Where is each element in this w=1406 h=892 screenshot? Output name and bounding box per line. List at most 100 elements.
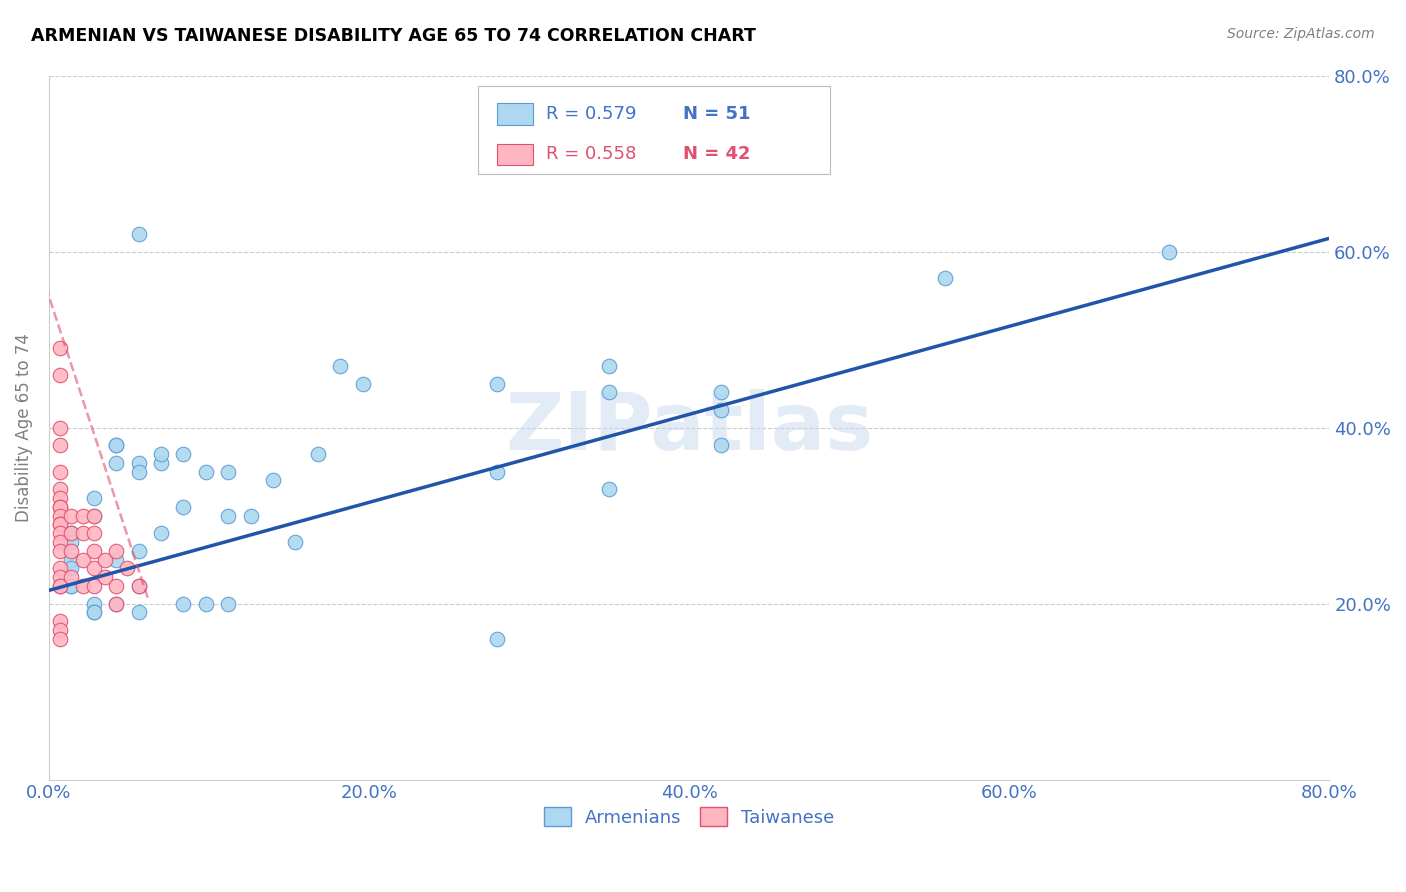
Point bbox=[217, 465, 239, 479]
Point bbox=[105, 456, 128, 470]
Point bbox=[49, 465, 72, 479]
Point bbox=[72, 579, 94, 593]
Text: N = 42: N = 42 bbox=[683, 145, 751, 163]
Point bbox=[83, 543, 105, 558]
Point bbox=[49, 420, 72, 434]
Point bbox=[128, 465, 150, 479]
Point bbox=[128, 579, 150, 593]
Point bbox=[105, 543, 128, 558]
Point bbox=[60, 543, 83, 558]
Point bbox=[217, 508, 239, 523]
Point bbox=[1159, 244, 1181, 259]
Point bbox=[172, 500, 194, 514]
Point bbox=[105, 597, 128, 611]
Point bbox=[352, 376, 374, 391]
Point bbox=[49, 561, 72, 575]
Point bbox=[105, 579, 128, 593]
Point bbox=[105, 597, 128, 611]
Point bbox=[49, 632, 72, 646]
Point bbox=[307, 447, 329, 461]
FancyBboxPatch shape bbox=[478, 87, 830, 174]
Point bbox=[172, 447, 194, 461]
Point bbox=[194, 465, 217, 479]
Point bbox=[83, 561, 105, 575]
Text: Source: ZipAtlas.com: Source: ZipAtlas.com bbox=[1227, 27, 1375, 41]
Point bbox=[60, 570, 83, 584]
Text: ZIPatlas: ZIPatlas bbox=[505, 389, 873, 467]
Point bbox=[710, 385, 733, 400]
Point bbox=[60, 579, 83, 593]
Point bbox=[598, 385, 620, 400]
Point bbox=[60, 552, 83, 566]
Point bbox=[194, 597, 217, 611]
Point bbox=[72, 526, 94, 541]
Point bbox=[128, 579, 150, 593]
Point bbox=[486, 465, 509, 479]
Point bbox=[49, 526, 72, 541]
Point bbox=[329, 359, 352, 373]
Point bbox=[128, 456, 150, 470]
Text: R = 0.558: R = 0.558 bbox=[546, 145, 636, 163]
Point bbox=[934, 271, 956, 285]
Point bbox=[83, 597, 105, 611]
Point bbox=[49, 579, 72, 593]
Point bbox=[117, 561, 139, 575]
Point bbox=[128, 227, 150, 241]
Point bbox=[105, 438, 128, 452]
Text: R = 0.579: R = 0.579 bbox=[546, 105, 637, 123]
Point bbox=[60, 526, 83, 541]
Point bbox=[49, 500, 72, 514]
Text: N = 51: N = 51 bbox=[683, 105, 751, 123]
Point bbox=[49, 517, 72, 532]
Point bbox=[49, 614, 72, 628]
Point bbox=[105, 552, 128, 566]
Text: ARMENIAN VS TAIWANESE DISABILITY AGE 65 TO 74 CORRELATION CHART: ARMENIAN VS TAIWANESE DISABILITY AGE 65 … bbox=[31, 27, 756, 45]
Point bbox=[72, 508, 94, 523]
Point bbox=[150, 526, 173, 541]
Point bbox=[83, 508, 105, 523]
Point bbox=[710, 403, 733, 417]
Legend: Armenians, Taiwanese: Armenians, Taiwanese bbox=[537, 800, 842, 834]
Point bbox=[172, 597, 194, 611]
Point bbox=[60, 508, 83, 523]
Bar bbox=[498, 144, 533, 165]
Point bbox=[128, 606, 150, 620]
Point bbox=[60, 526, 83, 541]
Point bbox=[710, 438, 733, 452]
Point bbox=[49, 482, 72, 496]
Point bbox=[49, 508, 72, 523]
Bar bbox=[498, 103, 533, 125]
Point bbox=[83, 508, 105, 523]
Point bbox=[60, 535, 83, 549]
Point bbox=[60, 561, 83, 575]
Point bbox=[94, 570, 117, 584]
Point bbox=[83, 526, 105, 541]
Y-axis label: Disability Age 65 to 74: Disability Age 65 to 74 bbox=[15, 333, 32, 522]
Point bbox=[49, 517, 72, 532]
Point bbox=[105, 438, 128, 452]
Point bbox=[217, 597, 239, 611]
Point bbox=[49, 535, 72, 549]
Point bbox=[49, 579, 72, 593]
Point bbox=[49, 500, 72, 514]
Point bbox=[486, 632, 509, 646]
Point bbox=[49, 570, 72, 584]
Point bbox=[72, 552, 94, 566]
Point bbox=[284, 535, 307, 549]
Point bbox=[262, 474, 284, 488]
Point bbox=[83, 579, 105, 593]
Point bbox=[60, 579, 83, 593]
Point bbox=[49, 623, 72, 637]
Point bbox=[94, 552, 117, 566]
Point bbox=[150, 456, 173, 470]
Point bbox=[60, 526, 83, 541]
Point bbox=[49, 342, 72, 356]
Point bbox=[49, 368, 72, 382]
Point bbox=[598, 482, 620, 496]
Point bbox=[598, 359, 620, 373]
Point bbox=[49, 543, 72, 558]
Point bbox=[486, 376, 509, 391]
Point bbox=[83, 491, 105, 505]
Point bbox=[83, 606, 105, 620]
Point bbox=[128, 543, 150, 558]
